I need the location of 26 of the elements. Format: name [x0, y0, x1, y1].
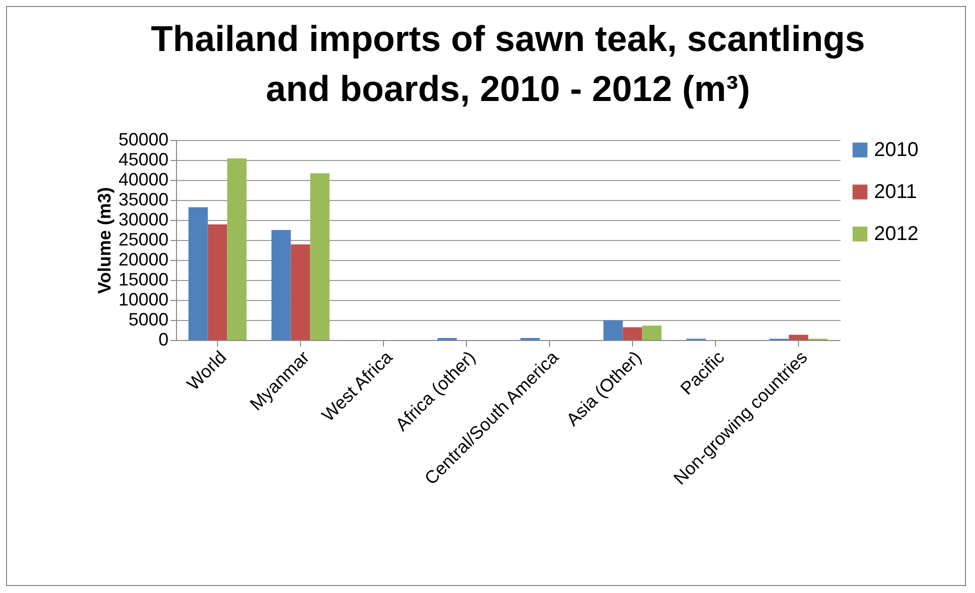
chart-title: Thailand imports of sawn teak, scantlings and boards, 2010 - 2012 (m³)	[150, 18, 866, 109]
bar	[642, 326, 662, 340]
bar	[290, 244, 310, 340]
bar	[310, 173, 330, 340]
y-axis-title: Volume (m3)	[94, 187, 114, 294]
y-tick-label: 50000	[118, 130, 168, 150]
legend-label: 2012	[874, 223, 918, 245]
y-tick-label: 30000	[118, 210, 168, 230]
bar	[271, 230, 291, 340]
y-tick-label: 15000	[118, 270, 168, 290]
y-tick-label: 10000	[118, 290, 168, 310]
bar	[603, 320, 623, 340]
y-tick-label: 25000	[118, 230, 168, 250]
bar	[227, 158, 247, 340]
y-tick-label: 20000	[118, 250, 168, 270]
legend-label: 2011	[874, 181, 918, 203]
legend-label: 2010	[874, 139, 918, 161]
y-tick-label: 35000	[118, 190, 168, 210]
bar	[208, 224, 228, 340]
y-tick-label: 0	[158, 330, 168, 350]
y-tick-label: 5000	[128, 310, 168, 330]
bar	[622, 327, 642, 340]
bar	[788, 334, 808, 340]
y-tick-label: 40000	[118, 170, 168, 190]
bar	[188, 207, 208, 340]
y-tick-label: 45000	[118, 150, 168, 170]
